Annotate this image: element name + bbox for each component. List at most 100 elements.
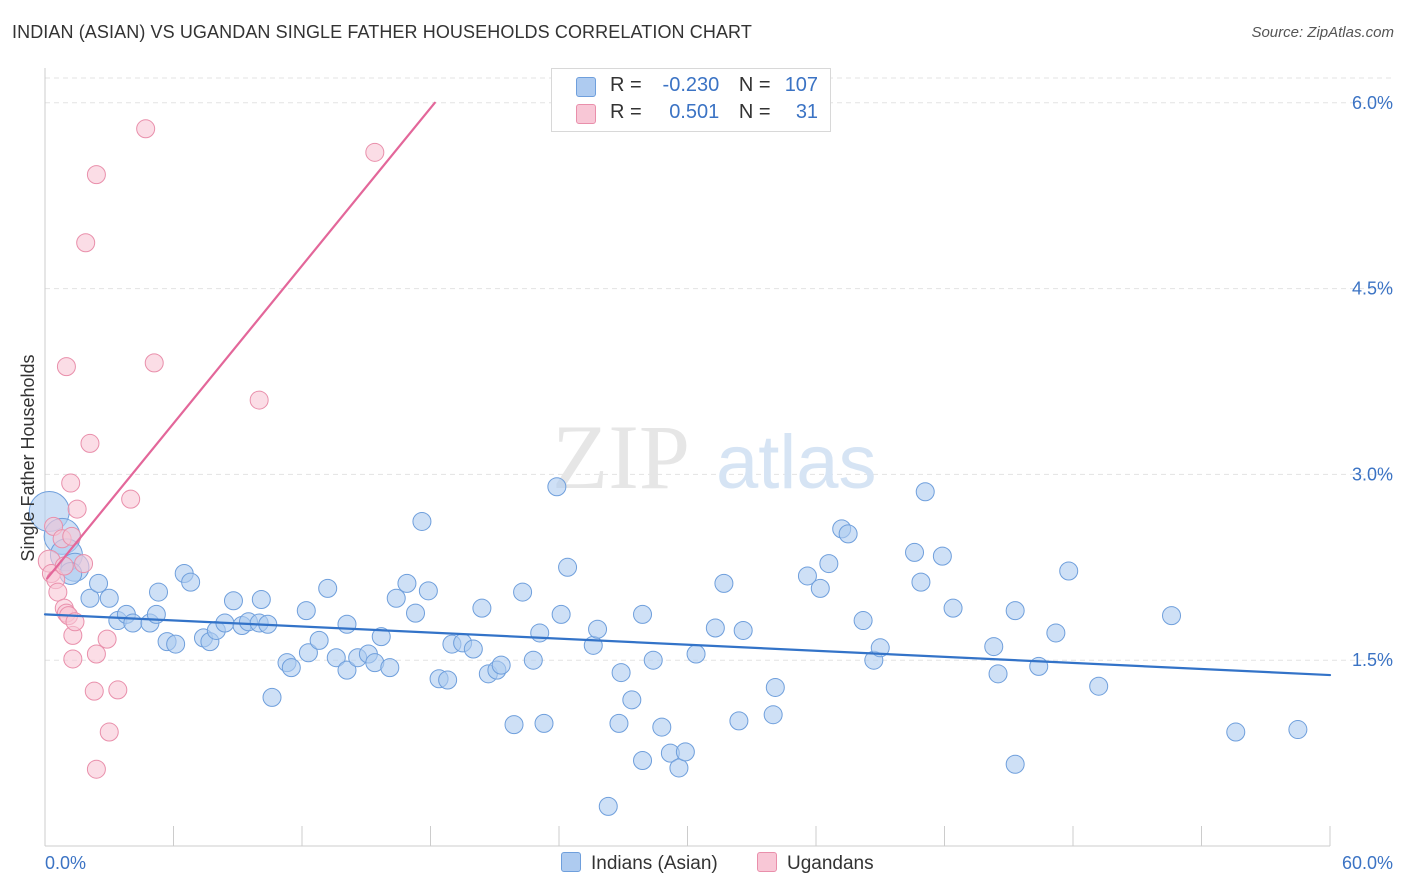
indian-point [633,751,653,771]
y-tick-label: 6.0% [1352,93,1393,113]
indian-point [309,630,329,650]
indian-point [530,623,550,643]
axes-layer [44,68,1331,847]
ugandan-point [76,233,96,253]
ugandan-point [80,433,100,453]
ugandan-trend-line [46,101,436,580]
correlation-legend: R = -0.230 N = 107 R = 0.501 N = 31 [551,68,831,132]
indian-point [838,524,858,544]
bottom-legend-ugandan: Ugandans [757,852,874,875]
indian-point [733,620,753,640]
y-tick-label: 1.5% [1352,650,1393,670]
indian-point [705,618,725,638]
indian-point [371,627,391,647]
ugandan-point [86,759,106,779]
indian-point [1288,720,1308,740]
indian-point [337,660,357,680]
indian-point [943,598,963,618]
indian-point [80,588,100,608]
indian-point [633,604,653,624]
indian-point [406,603,426,623]
legend-r-label: R = [610,101,642,123]
indian-point [714,573,734,593]
indian-point [984,637,1004,657]
trend-layer [43,101,1332,677]
indian-point [326,648,346,668]
indian-point [588,619,608,639]
ugandan-point [48,582,68,602]
indian-point [1162,606,1182,626]
source-label: Source: ZipAtlas.com [1251,24,1394,41]
indian-point [412,511,432,531]
indian-point [763,705,783,725]
ugandan-point [65,612,85,632]
indian-point [598,796,618,816]
indian-point [1089,676,1109,696]
legend-n-value: 31 [795,101,819,123]
ugandan-point [67,499,87,519]
ugandan-point [97,629,117,649]
indian-point [523,650,543,670]
indian-point [729,711,749,731]
indian-point [534,713,554,733]
y-axis-title: Single Father Households [18,354,38,561]
indian-point [318,578,338,598]
indian-point [611,663,631,683]
indian-point [418,581,438,601]
indian-point [810,578,830,598]
indian-point [675,742,695,762]
ugandan-point [56,357,76,377]
indian-point [819,554,839,574]
indian-point [551,604,571,624]
x-tick-label: 60.0% [1342,853,1393,873]
indian-point [281,658,301,678]
ugandan-point [99,722,119,742]
indian-point [181,572,201,592]
indian-point [853,611,873,631]
indian-point [397,573,417,593]
bottom-legend-label-ugandan: Ugandans [787,853,874,874]
chart-title: INDIAN (ASIAN) VS UGANDAN SINGLE FATHER … [12,22,752,42]
indian-point [296,601,316,621]
ugandan-point [84,681,104,701]
indian-point [622,690,642,710]
ugandan-point [249,390,269,410]
bottom-legend-indian: Indians (Asian) [561,852,718,875]
tick-label-layer: 1.5% 3.0% 4.5% 6.0% 0.0% 60.0% [45,93,1393,873]
legend-n-value: 107 [784,74,819,96]
ugandan-point [62,526,82,546]
y-tick-label: 3.0% [1352,464,1393,484]
ugandan-point [121,489,141,509]
indian-point [1226,722,1246,742]
indian-point [298,643,318,663]
ugandan-point [63,649,83,669]
indian-point [1046,623,1066,643]
indian-point [223,591,243,611]
y-tick-label: 4.5% [1352,279,1393,299]
watermark-zip: ZIP [552,406,690,508]
legend-n-label: N = [738,74,771,96]
indian-point [609,713,629,733]
indian-point [652,717,672,737]
indian-point [463,639,483,659]
indian-point [643,650,663,670]
indian-point [513,582,533,602]
ugandan-point [86,644,106,664]
indian-point [504,715,524,735]
indian-point [166,634,186,654]
legend-r-label: R = [610,74,642,96]
bottom-legend-swatch-ugandan [757,852,777,872]
indian-point [988,664,1008,684]
indian-point [380,658,400,678]
indian-point [386,588,406,608]
indian-point [262,687,282,707]
watermark: ZIP atlas [552,406,877,508]
legend-swatch-ugandan [576,104,596,124]
indian-point [905,542,925,562]
indian-point [932,546,952,566]
grid-layer [45,77,1395,661]
ugandan-point [61,473,81,493]
indian-point [765,677,785,697]
ugandan-point [144,353,164,373]
